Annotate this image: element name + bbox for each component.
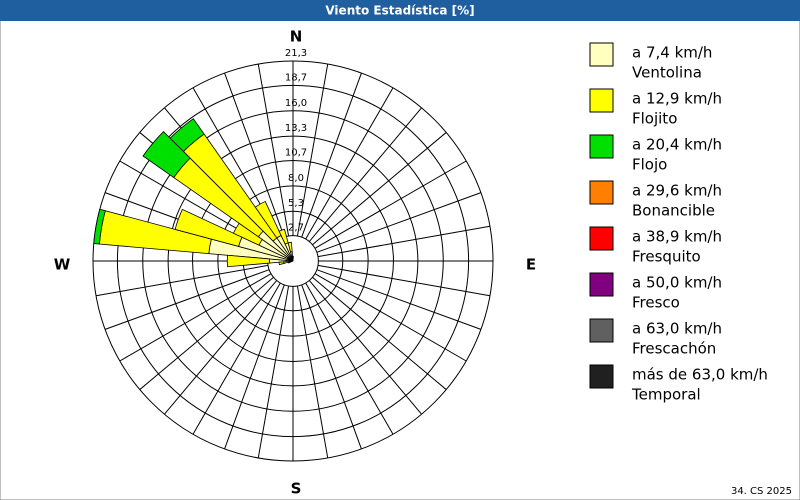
grid-spoke <box>312 276 447 390</box>
legend-description: Flojo <box>632 156 667 174</box>
legend-description: Fresquito <box>632 248 701 266</box>
grid-spoke <box>192 282 281 435</box>
grid-spoke <box>296 285 329 459</box>
legend-swatch <box>589 364 614 389</box>
grid-spoke <box>312 132 447 246</box>
petal-segment <box>142 130 191 179</box>
r-tick-label: 16,0 <box>285 98 307 109</box>
grid-spoke <box>308 107 422 242</box>
r-tick-label: 5,3 <box>288 198 304 209</box>
grid-spoke <box>301 72 362 238</box>
title-bar <box>0 0 800 21</box>
compass-label: E <box>526 256 536 274</box>
legend-label: a 7,4 km/h <box>632 44 712 62</box>
grid-spoke <box>119 273 272 362</box>
grid-spoke <box>314 160 467 249</box>
petal-segment <box>226 254 271 268</box>
grid-spoke <box>316 269 482 330</box>
grid-spoke <box>308 280 422 415</box>
legend-description: Temporal <box>631 386 701 404</box>
grid-spoke <box>317 264 491 297</box>
grid-spoke <box>305 282 394 435</box>
legend-description: Ventolina <box>632 64 702 82</box>
grid-spoke <box>224 72 285 238</box>
legend-swatch <box>589 226 614 251</box>
grid-spoke <box>305 87 394 240</box>
legend-description: Fresco <box>632 294 680 312</box>
legend-label: a 50,0 km/h <box>632 274 722 292</box>
legend-label: a 20,4 km/h <box>632 136 722 154</box>
grid-spoke <box>257 285 290 459</box>
legend-label: a 29,6 km/h <box>632 182 722 200</box>
petal-segment <box>174 208 243 247</box>
petal-segment <box>169 118 205 153</box>
legend-swatch <box>589 318 614 343</box>
legend-label: a 63,0 km/h <box>632 320 722 338</box>
r-tick-label: 10,7 <box>285 148 307 159</box>
petal-segment <box>254 200 282 239</box>
grid-spoke <box>257 63 290 237</box>
grid-spoke <box>164 280 278 415</box>
legend-label: a 38,9 km/h <box>632 228 722 246</box>
legend-swatch <box>589 272 614 297</box>
legend-swatch <box>589 88 614 113</box>
petal-segment <box>278 228 289 245</box>
legend-description: Flojito <box>632 110 677 128</box>
chart-title: Viento Estadística [%] <box>325 4 474 18</box>
compass-label: W <box>54 256 71 274</box>
grid-spoke <box>317 225 491 258</box>
petal-segment <box>93 208 106 245</box>
petal-segment <box>278 261 285 266</box>
legend-label: a 12,9 km/h <box>632 90 722 108</box>
grid-spoke <box>95 264 269 297</box>
r-tick-label: 8,0 <box>288 173 304 184</box>
r-tick-label: 18,7 <box>285 72 307 83</box>
legend-swatch <box>589 42 614 67</box>
legend-swatch <box>589 134 614 159</box>
r-tick-label: 21,3 <box>285 48 307 59</box>
legend-swatch <box>589 180 614 205</box>
compass-label: S <box>291 480 302 498</box>
legend-description: Frescachón <box>632 340 716 358</box>
r-tick-label: 2,7 <box>288 223 304 234</box>
grid-spoke <box>296 63 329 237</box>
grid-spoke <box>316 192 482 253</box>
legend-description: Bonancible <box>632 202 715 220</box>
grid-spoke <box>139 276 274 390</box>
r-tick-label: 13,3 <box>285 123 307 134</box>
petal-segment <box>287 241 293 253</box>
grid-spoke <box>301 284 362 450</box>
grid-spoke <box>104 269 270 330</box>
grid-spoke <box>224 284 285 450</box>
grid-spoke <box>314 273 467 362</box>
compass-label: N <box>290 28 303 46</box>
legend-label: más de 63,0 km/h <box>632 366 768 384</box>
footer: 34. CS 2025 <box>731 486 792 497</box>
